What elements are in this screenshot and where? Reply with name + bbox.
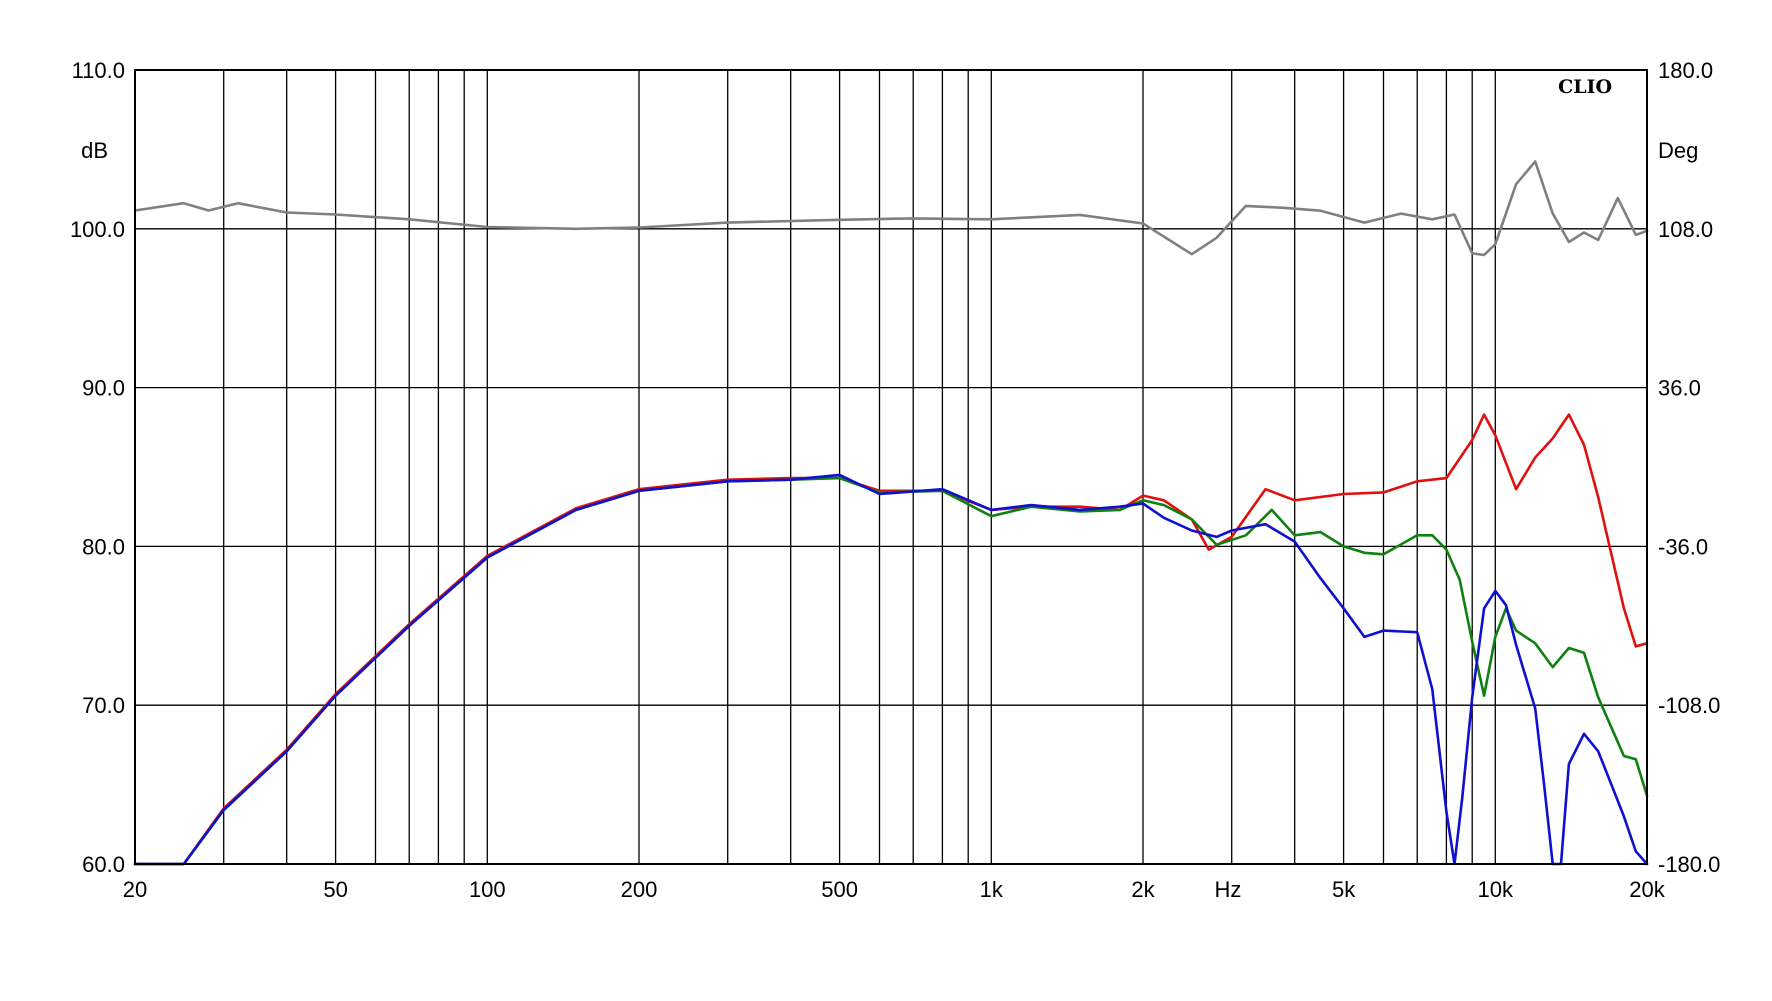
clio-brand-logo: CLIO bbox=[1558, 76, 1612, 98]
y-tick-label: 70.0 bbox=[82, 693, 125, 718]
y2-tick-label: 36.0 bbox=[1658, 376, 1701, 401]
x-tick-label: 500 bbox=[821, 877, 858, 902]
y-tick-label: 90.0 bbox=[82, 376, 125, 401]
plot-frame bbox=[134, 69, 1648, 865]
series-group bbox=[133, 160, 1649, 866]
x-tick-label: 200 bbox=[621, 877, 658, 902]
x-tick-label: 50 bbox=[323, 877, 347, 902]
y2-tick-label: 108.0 bbox=[1658, 217, 1713, 242]
tick-labels: 60.0 70.0 80.0 90.0 100.0 110.0 -180.0 -108.0 -3… bbox=[70, 58, 1720, 902]
grid bbox=[135, 69, 1648, 865]
y-tick-label: 60.0 bbox=[82, 852, 125, 877]
x-axis-unit: Hz bbox=[1215, 877, 1242, 902]
x-tick-label: 100 bbox=[469, 877, 506, 902]
y-axis-unit: dB bbox=[81, 138, 108, 163]
x-tick-label: 10k bbox=[1478, 877, 1514, 902]
x-tick-label: 2k bbox=[1131, 877, 1155, 902]
y2-tick-label: -108.0 bbox=[1658, 693, 1720, 718]
series-line-2 bbox=[133, 413, 1649, 866]
y-tick-label: 110.0 bbox=[72, 58, 125, 83]
series-line-1 bbox=[133, 160, 1649, 257]
y2-tick-label: 180.0 bbox=[1658, 58, 1713, 83]
x-tick-label: 5k bbox=[1332, 877, 1356, 902]
y-tick-label: 100.0 bbox=[70, 217, 125, 242]
y2-axis-unit: Deg bbox=[1658, 138, 1698, 163]
y2-tick-label: -36.0 bbox=[1658, 534, 1708, 559]
series-line-4 bbox=[133, 473, 1649, 866]
x-tick-label: 20k bbox=[1629, 877, 1665, 902]
y2-tick-label: -180.0 bbox=[1658, 852, 1720, 877]
y-tick-label: 80.0 bbox=[82, 534, 125, 559]
x-tick-label: 1k bbox=[980, 877, 1004, 902]
x-tick-label: 20 bbox=[123, 877, 147, 902]
